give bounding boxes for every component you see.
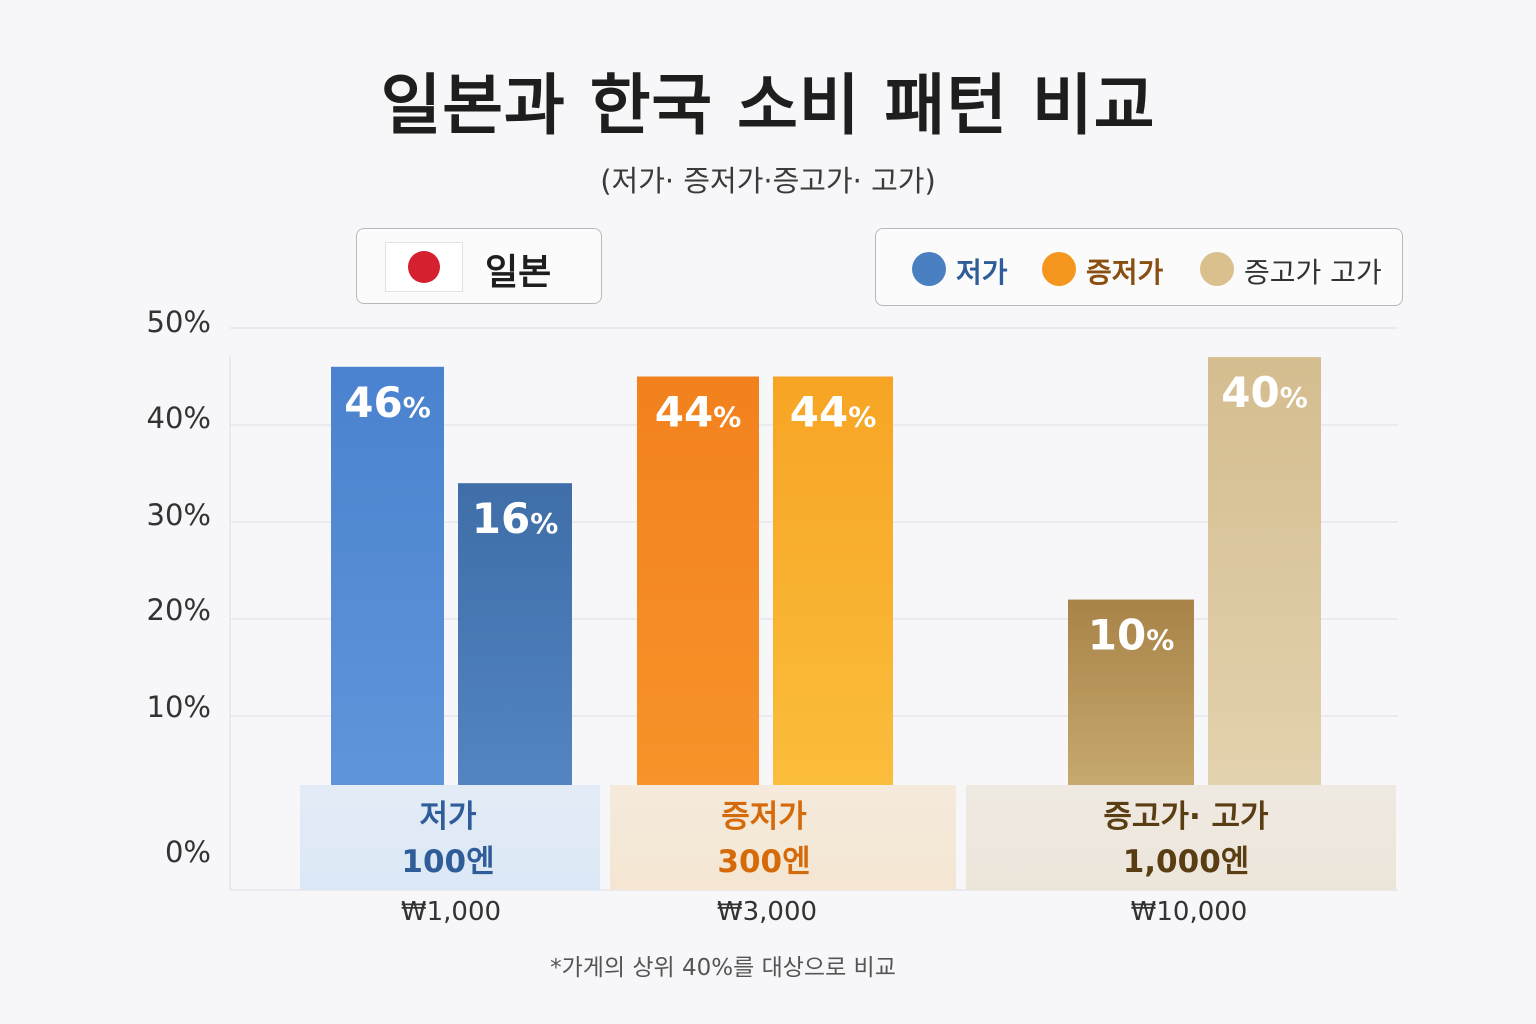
y-tick-label: 0% [165, 835, 211, 869]
category-label: 증저가 [721, 799, 807, 835]
category-label: 저가 [419, 799, 477, 835]
category-price-krw: ₩1,000 [401, 897, 501, 927]
bar [458, 483, 572, 785]
bar [637, 376, 759, 785]
bar-value-label: 46% [344, 378, 431, 427]
bar [1208, 357, 1321, 785]
bar-value-label: 10% [1088, 611, 1175, 660]
bar-value-label: 40% [1221, 368, 1308, 417]
y-tick-label: 20% [147, 593, 211, 627]
y-tick-label: 30% [147, 498, 211, 532]
bar-value-label: 44% [790, 388, 877, 437]
category-price-jpy: 100엔 [401, 844, 494, 880]
y-tick-label: 50% [147, 305, 211, 339]
bar [1068, 599, 1194, 785]
flag-red-circle [408, 251, 440, 283]
y-tick-label: 10% [147, 690, 211, 724]
category-price-jpy: 1,000엔 [1123, 844, 1250, 880]
legend-label-low: 저가 [956, 256, 1008, 289]
country-label-box: 일본 [356, 228, 602, 304]
bar [773, 376, 893, 785]
chart-subtitle: (저가· 증저가·증고가· 고가) [600, 164, 936, 198]
y-tick-label: 40% [147, 401, 211, 435]
bar-value-label: 44% [655, 388, 742, 437]
category-price-krw: ₩10,000 [1131, 897, 1248, 927]
category-band [966, 785, 1396, 890]
legend-swatch-low [912, 252, 946, 286]
category-price-krw: ₩3,000 [717, 897, 817, 927]
legend: 저가 증저가 증고가 고가 [875, 228, 1403, 306]
chart-title: 일본과 한국 소비 패턴 비교 [380, 67, 1156, 144]
japan-flag-icon [385, 242, 463, 292]
category-label: 증고가· 고가 [1103, 799, 1269, 835]
category-band [610, 785, 956, 890]
legend-label-mid-low: 증저가 [1086, 256, 1164, 289]
country-name: 일본 [485, 252, 552, 293]
legend-swatch-high [1200, 252, 1234, 286]
legend-swatch-mid-low [1042, 252, 1076, 286]
bar-value-label: 16% [472, 494, 559, 543]
footnote: *가게의 상위 40%를 대상으로 비교 [550, 955, 896, 981]
category-band [300, 785, 600, 890]
bar [331, 366, 444, 785]
legend-label-high: 증고가 고가 [1244, 256, 1382, 289]
category-price-jpy: 300엔 [717, 844, 810, 880]
